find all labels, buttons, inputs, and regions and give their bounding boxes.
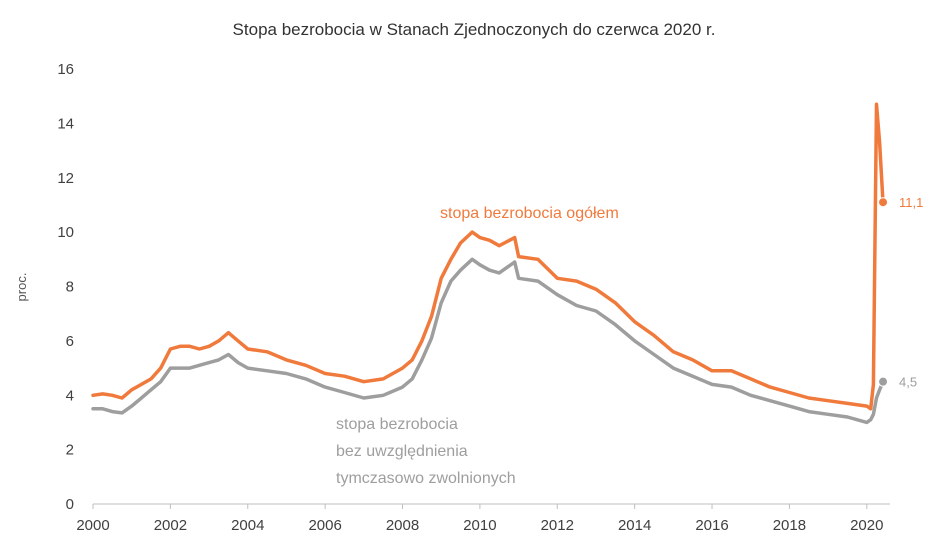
x-tick-label: 2014 (618, 517, 651, 534)
x-tick-label: 2020 (850, 517, 883, 534)
series-end-label: 11,1 (899, 195, 923, 210)
chart-title: Stopa bezrobocia w Stanach Zjednoczonych… (232, 20, 716, 39)
series-end-point (878, 376, 889, 387)
x-tick-label: 2000 (76, 517, 109, 534)
x-tick-label: 2008 (386, 517, 419, 534)
y-tick-label: 4 (66, 387, 74, 404)
y-tick-label: 2 (66, 442, 74, 459)
y-tick-label: 16 (57, 61, 74, 78)
x-tick-label: 2012 (541, 517, 574, 534)
series-annotation: stopa bezrobocia ogółem (440, 205, 619, 222)
series-end-point (878, 197, 889, 208)
y-tick-label: 12 (57, 170, 74, 187)
series-line-excl-temporary (91, 257, 885, 425)
series-end-label: 4,5 (899, 375, 917, 390)
y-tick-label: 14 (57, 115, 74, 132)
y-tick-label: 10 (57, 224, 74, 241)
series-line-total (91, 102, 885, 411)
x-tick-label: 2010 (463, 517, 496, 534)
y-tick-label: 6 (66, 333, 74, 350)
x-tick-label: 2002 (154, 517, 187, 534)
series-annotation: tymczasowo zwolnionych (336, 470, 516, 487)
series-annotation: bez uwzględnienia (336, 443, 468, 460)
y-tick-label: 8 (66, 279, 74, 296)
x-tick-label: 2016 (695, 517, 728, 534)
y-tick-label: 0 (66, 496, 74, 513)
x-tick-label: 2006 (308, 517, 341, 534)
y-axis-label: proc. (14, 273, 29, 302)
series-annotation: stopa bezrobocia (336, 416, 458, 433)
x-tick-label: 2018 (773, 517, 806, 534)
x-tick-label: 2004 (231, 517, 264, 534)
